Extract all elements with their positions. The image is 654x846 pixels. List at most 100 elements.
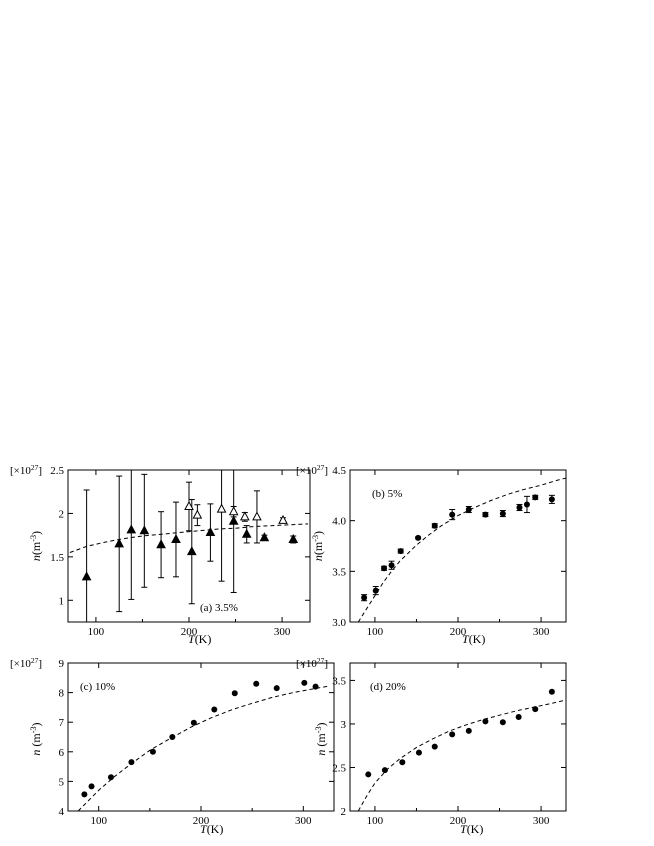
xlabel-unit: (K): [207, 822, 224, 836]
y-tick-label: 5: [59, 776, 65, 788]
data-point: [361, 594, 368, 601]
data-point: [515, 713, 522, 720]
data-point: [516, 504, 523, 511]
data-point: [228, 506, 239, 516]
multiplier-end: ]: [324, 658, 328, 670]
y-multiplier: [×1027]: [296, 463, 328, 478]
data-point: [548, 688, 555, 695]
data-point: [205, 526, 216, 537]
data-point: [482, 511, 489, 518]
ylabel-var: n: [29, 750, 43, 756]
ylabel-end: ): [311, 531, 325, 535]
x-tick-label: 100: [367, 626, 384, 638]
data-point: [88, 783, 95, 790]
data-point: [186, 546, 197, 556]
y-tick-label: 3: [341, 719, 347, 731]
xlabel-unit: (K): [469, 632, 486, 646]
y-tick-label: 6: [59, 747, 65, 759]
xlabel-var: T: [460, 822, 468, 836]
xlabel-var: T: [188, 632, 196, 646]
x-tick-label: 100: [90, 815, 107, 827]
data-point: [301, 679, 308, 686]
x-tick-label: 300: [533, 815, 550, 827]
data-point: [365, 771, 372, 778]
x-tick-label: 200: [450, 626, 467, 638]
data-point: [372, 587, 379, 594]
data-point: [449, 511, 456, 518]
panel-label: (b) 5%: [372, 488, 402, 500]
data-point: [149, 748, 156, 755]
panel-label: (a) 3.5%: [200, 602, 238, 614]
ylabel-end: ): [29, 531, 43, 535]
data-point: [192, 509, 203, 519]
x-axis-label: T(K): [462, 632, 485, 646]
multiplier-exp: 27: [31, 463, 39, 472]
data-point: [465, 506, 472, 513]
xlabel-var: T: [462, 632, 470, 646]
y-axis-label: n (m-3): [314, 722, 329, 755]
y-tick-label: 2.5: [332, 762, 346, 774]
y-tick-label: 3.5: [332, 566, 346, 578]
y-tick-label: 4: [59, 806, 65, 818]
data-point: [288, 533, 299, 543]
data-point: [312, 683, 319, 690]
data-point: [156, 539, 166, 549]
data-point: [381, 767, 388, 774]
fit-curve: [357, 477, 566, 622]
data-point: [190, 719, 197, 726]
x-tick-label: 200: [193, 815, 210, 827]
x-tick-label: 300: [295, 815, 312, 827]
data-point: [415, 534, 422, 541]
fit-curve: [357, 699, 565, 811]
ylabel-exp: -3: [311, 535, 320, 542]
ylabel-exp: -3: [314, 726, 323, 733]
ylabel-end: ): [29, 722, 43, 726]
multiplier-base: [×10: [296, 465, 317, 477]
data-point: [465, 727, 472, 734]
data-point: [216, 503, 227, 513]
x-tick-label: 300: [533, 626, 550, 638]
xlabel-var: T: [200, 822, 208, 836]
panel-b: 100 200 300 3.0 3.5 4.0 4.5 (b) 5% [×1027] n(m-3)…: [296, 463, 567, 646]
x-tick-label: 300: [274, 626, 291, 638]
data-point: [169, 734, 176, 740]
data-point: [231, 690, 238, 697]
panel-label: (d) 20%: [370, 681, 406, 693]
x-tick-label: 200: [181, 626, 198, 638]
data-point: [128, 759, 135, 766]
data-point: [259, 532, 270, 542]
data-point: [431, 522, 438, 529]
y-multiplier: [×1027]: [10, 463, 42, 478]
panel-label: (c) 10%: [80, 681, 115, 693]
y-tick-label: 7: [59, 717, 65, 729]
data-point: [171, 533, 181, 543]
ylabel-var: n: [314, 750, 328, 756]
data-point: [228, 515, 239, 525]
multiplier-end: ]: [38, 465, 42, 477]
data-point: [499, 719, 506, 726]
data-point: [532, 494, 539, 501]
ylabel-unit: (m: [29, 541, 43, 555]
data-point: [548, 496, 555, 503]
ylabel-unit: (m: [29, 733, 43, 750]
data-point: [139, 525, 150, 535]
x-tick-label: 200: [450, 815, 467, 827]
y-axis-label: n (m-3): [29, 722, 44, 755]
y-tick-label: 8: [59, 688, 65, 700]
data-point: [399, 759, 406, 766]
y-tick-label: 4.0: [332, 516, 346, 528]
y-axis-label: n(m-3): [29, 531, 44, 561]
ylabel-exp: -3: [29, 726, 38, 733]
y-tick-label: 2: [59, 508, 65, 520]
ylabel-exp: -3: [29, 535, 38, 542]
data-point: [107, 774, 114, 781]
x-axis-label: T(K): [200, 822, 223, 836]
data-point: [388, 562, 395, 569]
multiplier-exp: 27: [317, 463, 325, 472]
data-point: [253, 680, 260, 687]
y-tick-label: 2: [341, 806, 347, 818]
ylabel-unit: (m: [314, 733, 328, 750]
data-point: [240, 511, 250, 521]
